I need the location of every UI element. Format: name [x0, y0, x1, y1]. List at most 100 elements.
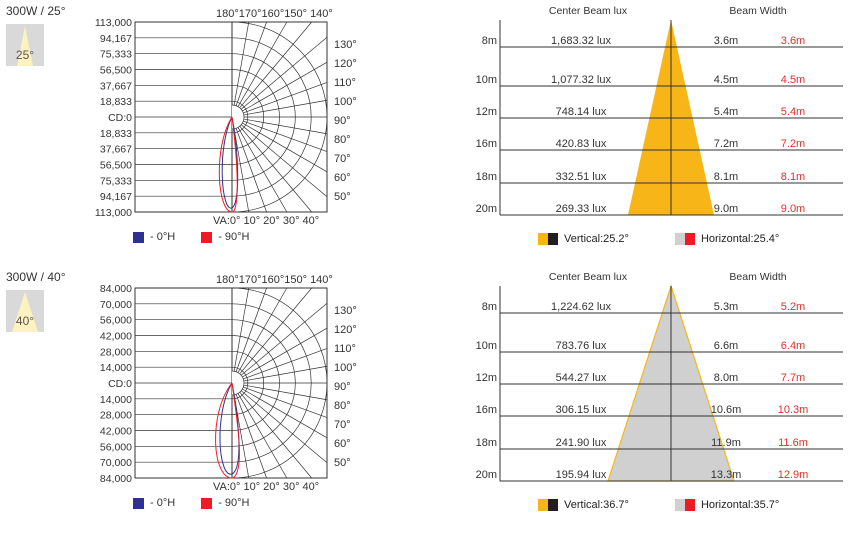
panel-25: 300W / 25° 25° 113,000 94,167 75,333 56,500… — [0, 0, 858, 266]
row-width-vertical: 9.0m — [714, 203, 738, 215]
row-lux: 306.15 lux — [556, 404, 607, 416]
right-angle-label: 110° — [334, 343, 356, 355]
cd-label: 113,000 — [95, 207, 132, 219]
right-angle-label: 110° — [334, 77, 356, 89]
row-width-vertical: 8.1m — [714, 171, 738, 183]
row-width-horizontal: 11.6m — [778, 437, 808, 449]
polar-radial — [243, 118, 328, 135]
polar-radial — [235, 21, 267, 106]
cd-label: 113,000 — [95, 17, 132, 29]
cd-label: 94,167 — [100, 191, 132, 203]
vertical-swatch-a — [538, 233, 548, 245]
panel-title: 300W / 25° — [6, 4, 66, 18]
header-center-beam-lux: Center Beam lux — [549, 271, 628, 283]
row-lux: 748.14 lux — [556, 106, 607, 118]
polar-radial — [237, 287, 288, 373]
row-width-horizontal: 7.2m — [781, 138, 805, 150]
row-width-vertical: 8.0m — [714, 372, 738, 384]
row-width-horizontal: 10.3m — [778, 404, 809, 416]
beam-chart: Center Beam lux Beam Width 8m 1,224.62 lux 5… — [476, 271, 843, 482]
beam-angle-label: 40° — [15, 314, 35, 328]
row-distance: 12m — [476, 372, 497, 384]
cd-label: 94,167 — [100, 33, 132, 45]
legend-90h-label: - 90°H — [218, 497, 250, 509]
cd-label: 70,000 — [100, 299, 132, 311]
polar-radial — [242, 122, 328, 173]
polar-radial — [240, 390, 328, 463]
legend-90h-swatch — [201, 497, 213, 509]
polar-inner-ring — [231, 104, 245, 130]
horizontal-swatch-a — [674, 233, 685, 245]
horizontal-angle: Horizontal:35.7° — [700, 499, 780, 511]
row-width-vertical: 5.4m — [714, 106, 738, 118]
right-angle-label: 100° — [334, 96, 357, 108]
polar-radial — [233, 128, 250, 213]
row-lux: 783.76 lux — [556, 340, 607, 352]
right-angle-label: 90° — [334, 115, 351, 127]
row-width-vertical: 4.5m — [714, 74, 738, 86]
beam-cone-icon — [17, 26, 33, 66]
cd-label: 14,000 — [100, 362, 132, 374]
right-angle-label: 120° — [334, 58, 357, 70]
row-width-horizontal: 4.5m — [781, 74, 805, 86]
right-angle-label: 130° — [334, 305, 357, 317]
right-angle-label: 50° — [334, 191, 351, 203]
cd-label: 84,000 — [100, 473, 132, 485]
polar-radial — [235, 394, 267, 479]
legend-90h-swatch — [201, 231, 213, 243]
cd-label: 18,833 — [100, 96, 132, 108]
legend-0h-swatch — [133, 497, 144, 509]
polar-radial — [239, 125, 312, 213]
cd-label: 56,500 — [100, 65, 132, 77]
horizontal-swatch-b — [684, 233, 695, 245]
polar-radial — [243, 384, 328, 401]
beam-cone-icon — [12, 292, 38, 332]
top-angle-labels: 180°170°160°150° 140° — [216, 274, 333, 286]
cd-label: 37,667 — [100, 80, 132, 92]
cd-label: 75,333 — [100, 49, 132, 61]
cd-label: 37,667 — [100, 144, 132, 156]
row-distance: 20m — [476, 469, 497, 481]
row-width-vertical: 7.2m — [714, 138, 738, 150]
beam-angle-icon: 25° — [6, 24, 44, 66]
polar-radial — [240, 303, 328, 376]
panel-title: 300W / 40° — [6, 270, 66, 284]
row-distance: 16m — [476, 138, 497, 150]
row-width-vertical: 6.6m — [714, 340, 738, 352]
polar-legend: - 0°H - 90°H — [133, 497, 250, 509]
polar-radial — [239, 287, 312, 375]
vertical-angle: Vertical:36.7° — [564, 499, 629, 511]
row-width-vertical: 10.6m — [711, 404, 742, 416]
cd-label: 42,000 — [100, 426, 132, 438]
beam-legend: Vertical:36.7° Horizontal:35.7° — [538, 499, 779, 511]
polar-radial — [243, 386, 328, 418]
polar-radial — [243, 365, 328, 382]
header-center-beam-lux: Center Beam lux — [549, 5, 628, 17]
row-distance: 8m — [482, 35, 497, 47]
right-angle-label: 60° — [334, 438, 351, 450]
cd-label: 56,500 — [100, 160, 132, 172]
curve-90h — [215, 382, 240, 479]
polar-radial — [243, 348, 328, 380]
vertical-angle: Vertical:25.2° — [564, 233, 629, 245]
cd-label: 18,833 — [100, 128, 132, 140]
polar-radial — [243, 99, 328, 116]
polar-radial — [243, 120, 328, 152]
row-width-horizontal: 5.4m — [781, 106, 805, 118]
beam-angle-label: 25° — [15, 48, 35, 62]
polar-diagram: 113,000 94,167 75,333 56,500 37,667 18,833 CD:… — [95, 8, 357, 227]
row-width-horizontal: 12.9m — [778, 469, 809, 481]
right-angle-label: 130° — [334, 39, 357, 51]
polar-radial — [242, 61, 328, 112]
polar-radial — [242, 388, 328, 439]
cd-label: 75,333 — [100, 175, 132, 187]
row-lux: 1,683.32 lux — [551, 35, 611, 47]
right-angle-label: 60° — [334, 172, 351, 184]
row-width-horizontal: 9.0m — [781, 203, 805, 215]
right-angle-label: 100° — [334, 362, 357, 374]
horizontal-angle: Horizontal:25.4° — [700, 233, 780, 245]
panel-40: 300W / 40° 40° 84,000 70,000 56,000 42,000 2… — [0, 266, 858, 532]
row-distance: 10m — [476, 340, 497, 352]
polar-radial — [233, 21, 250, 106]
row-width-vertical: 3.6m — [714, 35, 738, 47]
